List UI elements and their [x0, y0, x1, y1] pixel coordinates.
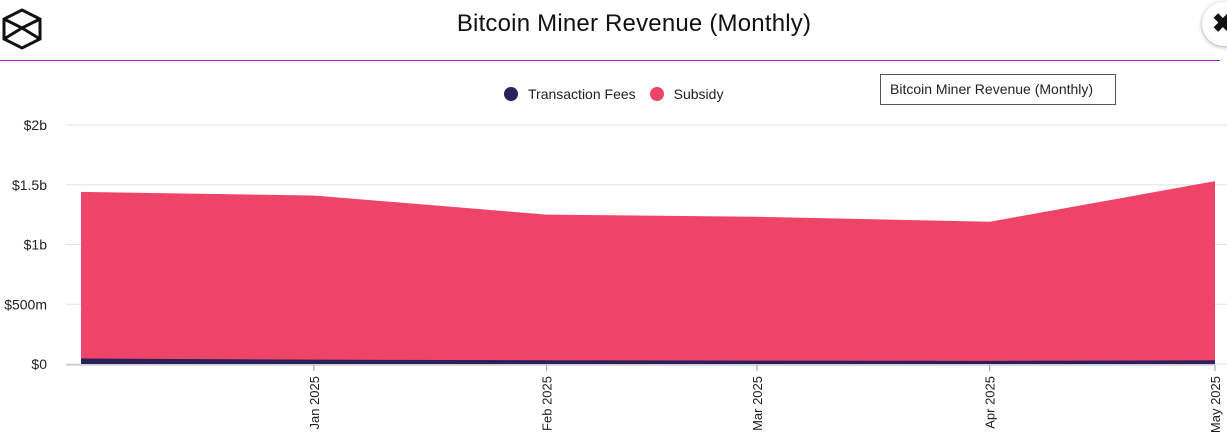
x-tick-label: Jan 2025	[307, 376, 322, 430]
chart-tooltip: Bitcoin Miner Revenue (Monthly)	[880, 74, 1116, 105]
x-tick-label: May 2025	[1208, 376, 1223, 433]
series-line-transaction-fees	[81, 358, 1216, 363]
x-tick-label: Apr 2025	[983, 376, 998, 429]
legend-label-subsidy: Subsidy	[673, 86, 724, 102]
y-tick-label: $2b	[24, 117, 48, 133]
legend-dot-subsidy	[649, 87, 664, 101]
legend-label-transaction-fees: Transaction Fees	[528, 86, 636, 102]
close-button[interactable]: ✖	[1202, 2, 1227, 46]
logo-cube-icon[interactable]	[0, 6, 44, 50]
page-title: Bitcoin Miner Revenue (Monthly)	[456, 10, 812, 37]
close-icon: ✖	[1212, 8, 1227, 38]
legend-dot-transaction-fees	[504, 87, 518, 101]
chart-legend: Transaction Fees Subsidy	[504, 86, 737, 102]
y-tick-label: $0	[31, 356, 47, 372]
legend-item-subsidy[interactable]: Subsidy	[649, 86, 724, 102]
legend-item-transaction-fees[interactable]: Transaction Fees	[504, 86, 636, 102]
series-area-subsidy	[81, 181, 1215, 362]
y-tick-label: $500m	[4, 296, 47, 312]
y-tick-label: $1.5b	[12, 177, 47, 193]
header: Bitcoin Miner Revenue (Monthly)	[0, 0, 1220, 61]
x-tick-label: Mar 2025	[750, 376, 765, 431]
x-tick-label: Feb 2025	[540, 376, 555, 431]
y-tick-label: $1b	[24, 237, 48, 253]
